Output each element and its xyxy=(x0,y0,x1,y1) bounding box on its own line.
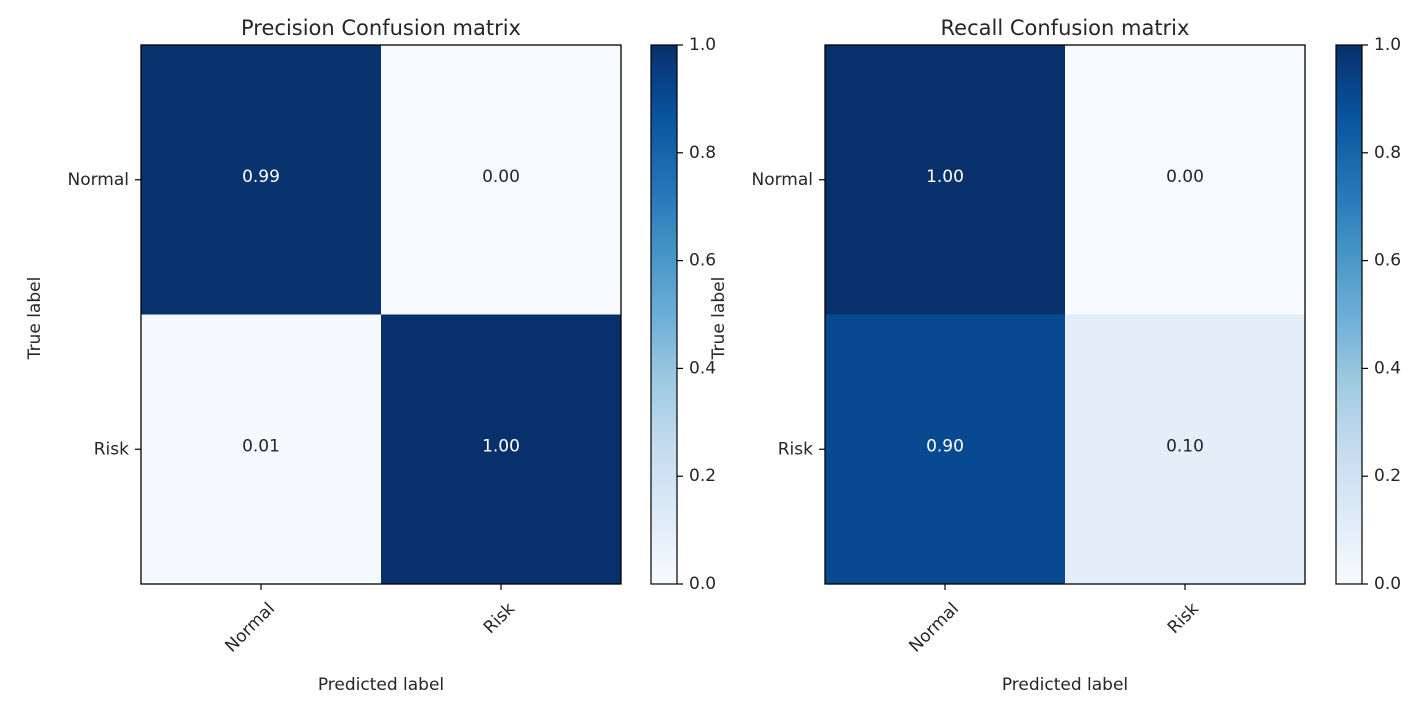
colorbar: 0.0 0.2 0.4 0.6 0.8 1.0 xyxy=(1335,35,1401,594)
cell-value-label: 0.90 xyxy=(926,436,964,456)
y-axis-label: True label xyxy=(709,277,729,361)
cell-value-label: 1.00 xyxy=(482,436,520,456)
x-tick-label: Risk xyxy=(480,599,519,638)
heatmap-panel-precision: 0.99 0.00 0.01 1.00 Precision Confusion matr… xyxy=(25,16,716,695)
cell-value-label: 1.00 xyxy=(926,167,964,187)
cell-value-label: 0.10 xyxy=(1166,436,1204,456)
heatmap-cell xyxy=(1065,45,1305,315)
colorbar-tick-label: 1.0 xyxy=(689,35,716,55)
colorbar-frame xyxy=(1335,44,1363,585)
chart-title: Recall Confusion matrix xyxy=(941,16,1190,40)
colorbar-tick-label: 0.2 xyxy=(1374,466,1401,486)
colorbar-tick-label: 0.6 xyxy=(689,251,716,271)
colorbar-tick-label: 1.0 xyxy=(1374,35,1401,55)
heatmap-cell xyxy=(381,314,621,584)
colorbar: 0.0 0.2 0.4 0.6 0.8 1.0 xyxy=(650,35,716,594)
axes-frame xyxy=(824,44,1306,585)
axes-frame xyxy=(140,44,622,585)
colorbar-tick-label: 0.4 xyxy=(689,358,716,378)
colorbar-frame xyxy=(650,44,678,585)
heatmap-cell xyxy=(1065,314,1305,584)
cell-value-label: 0.00 xyxy=(482,167,520,187)
cell-value-label: 0.00 xyxy=(1166,167,1204,187)
y-tick-label: Normal xyxy=(67,170,129,190)
chart-title: Precision Confusion matrix xyxy=(241,16,521,40)
colorbar-tick-label: 0.0 xyxy=(689,574,716,594)
x-tick-label: Risk xyxy=(1164,599,1203,638)
cell-value-label: 0.01 xyxy=(242,436,280,456)
heatmap-cell xyxy=(825,45,1065,315)
heatmap-panel-recall: 1.00 0.00 0.90 0.10 Recall Confusion matrix N… xyxy=(709,16,1401,695)
colorbar-tick-label: 0.0 xyxy=(1374,574,1401,594)
colorbar-gradient xyxy=(1336,45,1362,584)
heatmap-cell xyxy=(825,314,1065,584)
x-tick-label: Normal xyxy=(221,599,279,657)
cell-value-label: 0.99 xyxy=(242,167,280,187)
colorbar-tick-label: 0.6 xyxy=(1374,251,1401,271)
y-tick-label: Risk xyxy=(778,439,813,459)
y-tick-label: Normal xyxy=(751,170,813,190)
x-tick-label: Normal xyxy=(905,599,963,657)
colorbar-gradient xyxy=(651,45,677,584)
colorbar-tick-label: 0.4 xyxy=(1374,358,1401,378)
y-tick-label: Risk xyxy=(94,439,129,459)
heatmap-cell xyxy=(381,45,621,315)
colorbar-tick-label: 0.8 xyxy=(689,143,716,163)
colorbar-tick-label: 0.8 xyxy=(1374,143,1401,163)
colorbar-tick-label: 0.2 xyxy=(689,466,716,486)
heatmap-cell xyxy=(141,314,381,584)
x-axis-label: Predicted label xyxy=(318,675,444,695)
heatmap-cell xyxy=(141,45,381,315)
x-axis-label: Predicted label xyxy=(1002,675,1128,695)
y-axis-label: True label xyxy=(25,277,45,361)
